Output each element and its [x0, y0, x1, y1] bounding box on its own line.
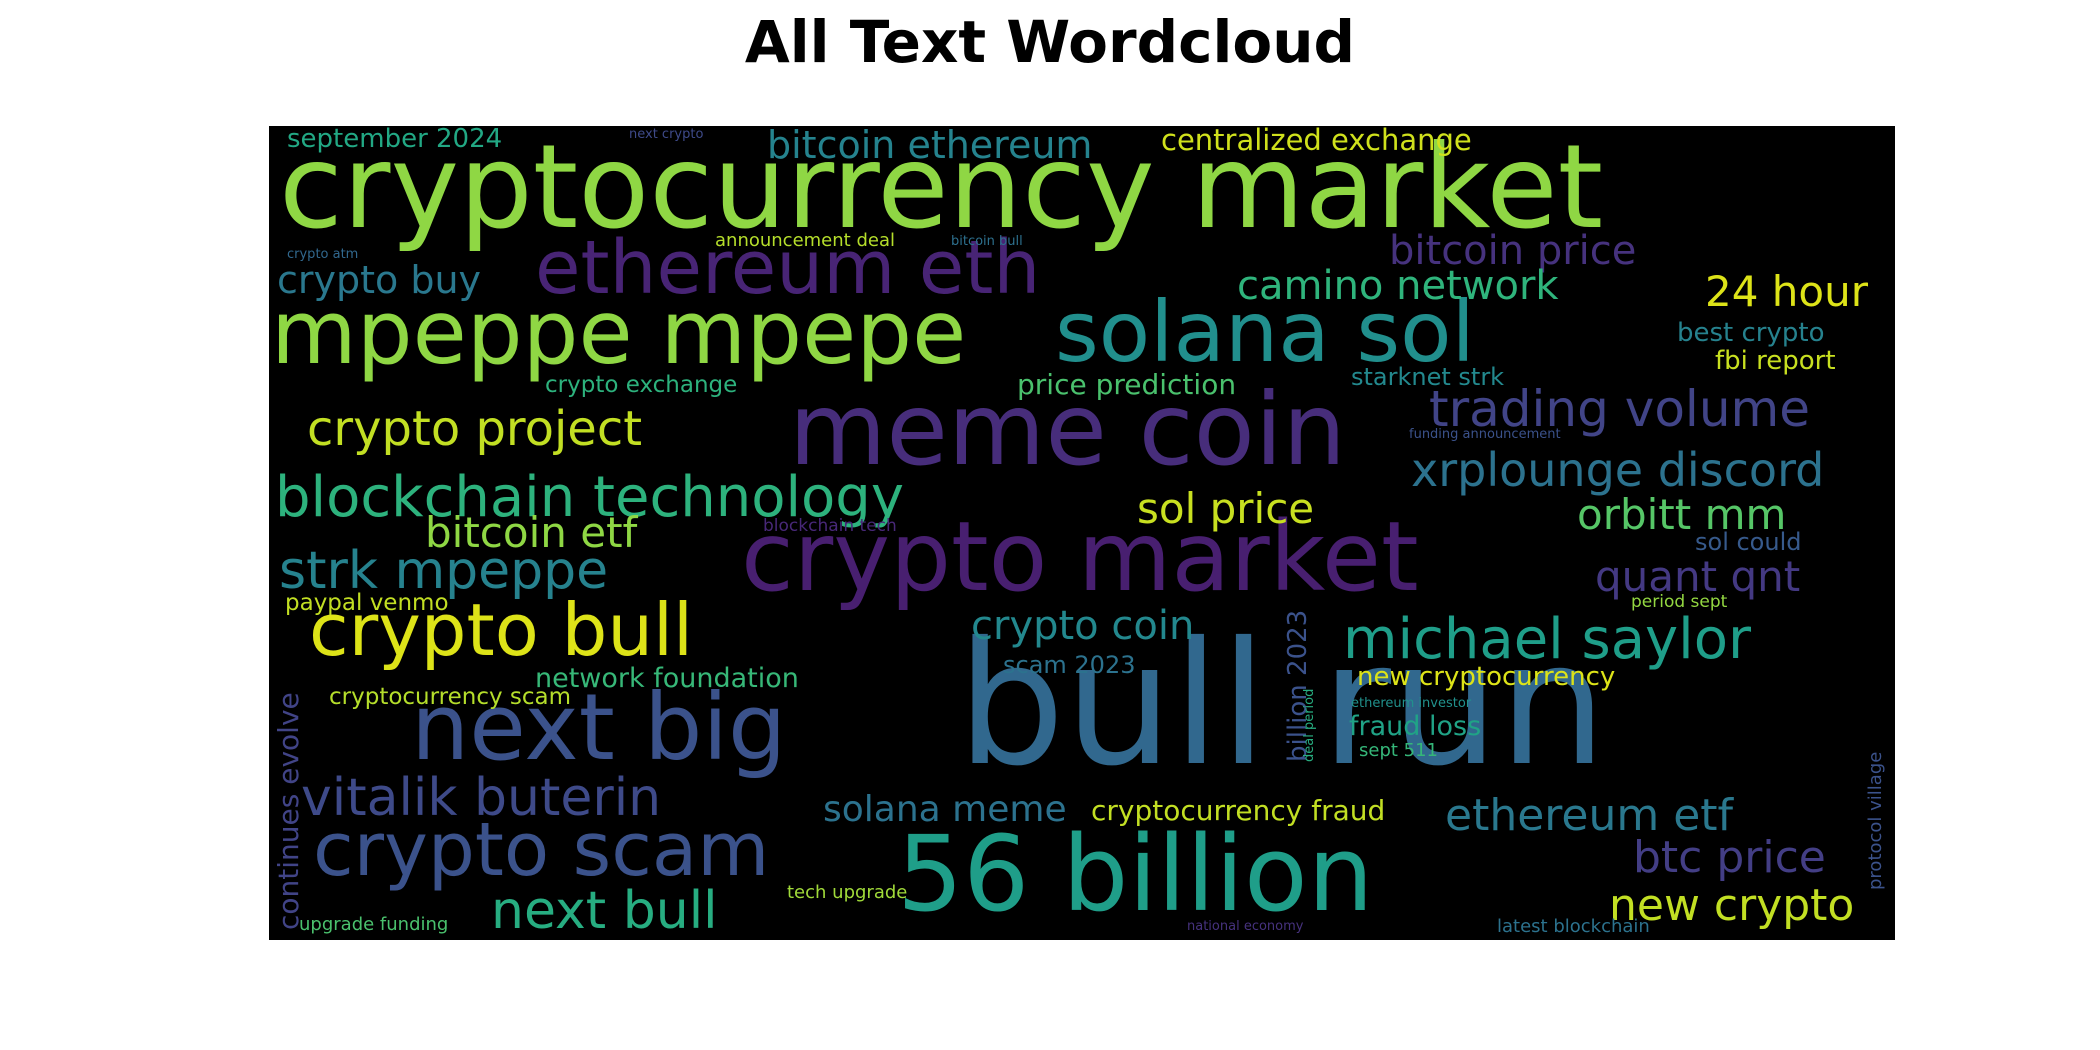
word-michael-saylor: michael saylor [1343, 607, 1751, 672]
word-new-cryptocurrency: new cryptocurrency [1357, 662, 1616, 692]
word-protocol-village: protocol village [1865, 751, 1886, 890]
word-sol-could: sol could [1695, 528, 1802, 556]
word-strk-mpeppe: strk mpeppe [279, 541, 609, 601]
word-fraud-loss: fraud loss [1349, 711, 1482, 742]
wordcloud-canvas: cryptocurrency market bull run 56 billio… [269, 126, 1895, 940]
page-title: All Text Wordcloud [744, 8, 1356, 76]
word-camino-network: camino network [1237, 263, 1559, 309]
word-bitcoin-bull: bitcoin bull [951, 234, 1023, 249]
word-latest-blockchain: latest blockchain [1497, 916, 1650, 937]
word-national-economy: national economy [1187, 919, 1304, 934]
word-crypto-atm: crypto atm [287, 247, 359, 262]
word-meme-coin: meme coin [789, 371, 1346, 488]
word-upgrade-funding: upgrade funding [299, 914, 449, 935]
word-ethereum-eth: ethereum eth [535, 225, 1041, 311]
word-fbi-report: fbi report [1715, 346, 1836, 376]
word-period-sept: period sept [1631, 592, 1728, 612]
word-best-crypto: best crypto [1677, 318, 1825, 348]
word-starknet-strk: starknet strk [1351, 363, 1505, 391]
word-24-hour: 24 hour [1705, 267, 1868, 316]
word-trading-volume: trading volume [1429, 380, 1810, 438]
word-blockchain-tech: blockchain tech [763, 516, 897, 536]
word-bitcoin-etf: bitcoin etf [425, 508, 638, 557]
word-sept-511: sept 511 [1359, 740, 1439, 761]
word-blockchain-technology: blockchain technology [275, 465, 904, 530]
word-deal-period: deal period [1302, 688, 1317, 762]
word-solana-meme: solana meme [823, 789, 1067, 830]
word-crypto-market: crypto market [741, 501, 1419, 613]
word-crypto-project: crypto project [307, 401, 643, 457]
word-orbitt-mm: orbitt mm [1577, 490, 1787, 539]
word-mpeppe-mpepe: mpeppe mpepe [271, 281, 967, 384]
word-bitcoin-ethereum: bitcoin ethereum [767, 126, 1093, 167]
word-solana-sol: solana sol [1055, 283, 1475, 381]
word-price-prediction: price prediction [1017, 368, 1237, 401]
word-tech-upgrade: tech upgrade [787, 882, 908, 903]
word-btc-price: btc price [1633, 832, 1826, 883]
word-new-crypto: new crypto [1609, 880, 1855, 931]
word-crypto-buy: crypto buy [277, 258, 482, 302]
word-ethereum-investor: ethereum investor [1351, 696, 1472, 711]
word-funding-announcement: funding announcement [1409, 427, 1561, 442]
word-bull-run: bull run [957, 606, 1607, 804]
word-continues-evolve: continues evolve [272, 692, 305, 930]
word-next-crypto: next crypto [629, 127, 704, 142]
word-cryptocurrency-fraud: cryptocurrency fraud [1091, 794, 1386, 827]
word-next-big: next big [411, 674, 787, 781]
word-september-2024: september 2024 [287, 126, 503, 154]
word-scam-2023: scam 2023 [1003, 651, 1136, 679]
word-crypto-exchange: crypto exchange [545, 372, 738, 398]
word-bitcoin-price: bitcoin price [1389, 228, 1637, 274]
word-quant-qnt: quant qnt [1595, 552, 1801, 601]
word-crypto-coin: crypto coin [971, 603, 1195, 649]
word-sol-price: sol price [1137, 484, 1315, 533]
word-xrplounge-discord: xrplounge discord [1411, 443, 1825, 497]
word-announcement-deal: announcement deal [715, 230, 895, 251]
word-cryptocurrency-market: cryptocurrency market [279, 126, 1604, 255]
word-56-billion: 56 billion [897, 813, 1374, 935]
word-cryptocurrency-scam: cryptocurrency scam [329, 684, 572, 710]
word-next-bull: next bull [491, 881, 718, 940]
word-ethereum-etf: ethereum etf [1445, 790, 1734, 841]
word-crypto-bull: crypto bull [309, 588, 694, 672]
word-network-foundation: network foundation [535, 663, 799, 694]
word-crypto-scam: crypto scam [313, 807, 770, 893]
word-vitalik-buterin: vitalik buterin [301, 768, 662, 828]
word-centralized-exchange: centralized exchange [1161, 126, 1472, 157]
word-paypal-venmo: paypal venmo [285, 590, 449, 616]
